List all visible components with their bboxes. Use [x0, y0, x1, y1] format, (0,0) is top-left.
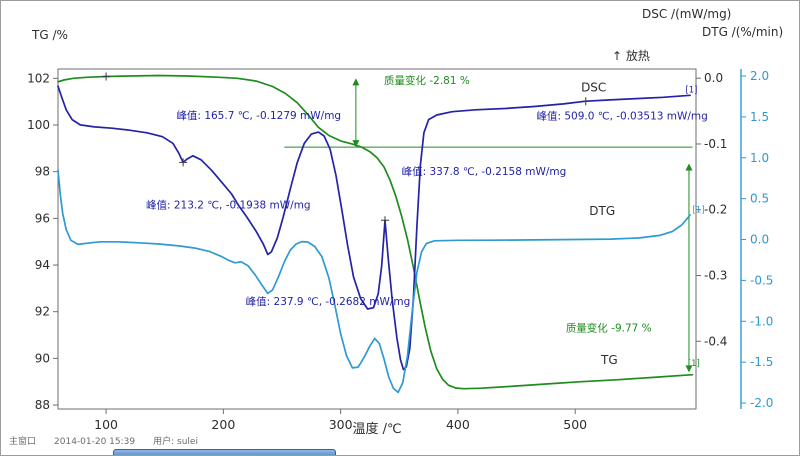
x-axis-tick-label: 200	[211, 417, 235, 432]
dsc-axis-tick-label: -0.1	[704, 137, 727, 151]
dtg-axis-tick-label: -2.0	[750, 396, 773, 410]
footer-window-label: 主窗口	[9, 437, 37, 447]
plot-frame	[57, 68, 697, 410]
arrowhead-down-icon	[685, 365, 693, 373]
dtg-axis-tick-label: 0.5	[750, 192, 769, 206]
curve-end-marker: [1]	[688, 359, 700, 369]
peak-marker	[102, 72, 111, 81]
curve-label-tg: TG	[600, 353, 618, 367]
status-bar: 主窗口 2014-01-20 15:39 用户: sulei	[9, 434, 216, 447]
dtg-axis-tick-label: 0.0	[750, 233, 769, 247]
arrowhead-up-icon	[685, 163, 693, 171]
annotation: 峰值: 213.2 ℃, -0.1938 mW/mg	[146, 198, 311, 211]
dsc-axis-title: DSC /(mW/mg)	[642, 7, 732, 21]
curve-label-dtg: DTG	[589, 204, 615, 218]
annotation: 峰值: 237.9 ℃, -0.2682 mW/mg	[246, 295, 411, 308]
peak-marker	[179, 158, 188, 167]
background-window-fragment[interactable]	[113, 449, 336, 455]
dtg-axis-tick-label: 2.0	[750, 69, 769, 83]
dtg-axis-tick-label: 1.5	[750, 110, 769, 124]
dtg-axis-tick-label: -0.5	[750, 273, 773, 287]
tg-axis-tick-label: 94	[35, 258, 50, 272]
curve-label-dsc: DSC	[581, 80, 606, 94]
tg-axis-tick-label: 96	[35, 211, 50, 225]
tg-axis-tick-label: 102	[27, 71, 50, 85]
x-axis-tick-label: 300	[329, 417, 353, 432]
x-axis-tick-label: 500	[563, 417, 587, 432]
peak-marker	[380, 216, 389, 225]
annotation: 质量变化 -2.81 %	[384, 74, 470, 87]
arrowhead-up-icon	[352, 78, 360, 86]
dtg-axis-tick-label: -1.5	[750, 355, 773, 369]
dsc-axis-tick-label: -0.3	[704, 268, 727, 282]
tg-axis-tick-label: 92	[35, 305, 50, 319]
annotation: 质量变化 -9.77 %	[566, 322, 652, 335]
dtg-axis-tick-label: -1.0	[750, 314, 773, 328]
tg-axis-tick-label: 100	[27, 118, 50, 132]
dsc-curve[interactable]	[57, 85, 691, 371]
tg-axis-tick-label: 90	[35, 351, 50, 365]
tg-axis-tick-label: 88	[35, 398, 50, 412]
dsc-axis-tick-label: -0.2	[704, 203, 727, 217]
dsc-axis-tick-label: -0.4	[704, 334, 727, 348]
tg-curve[interactable]	[57, 74, 694, 390]
x-axis-tick-label: 400	[446, 417, 470, 432]
exo-direction-label: ↑ 放热	[612, 49, 650, 63]
curve-end-marker: [1]	[685, 86, 697, 96]
dsc-axis-tick-label: 0.0	[704, 71, 723, 85]
annotation: 峰值: 165.7 ℃, -0.1279 mW/mg	[176, 109, 341, 122]
x-axis-title: 温度 /℃	[352, 422, 402, 437]
tg-axis-tick-label: 98	[35, 165, 50, 179]
footer-user: 用户: sulei	[153, 437, 198, 447]
curve-end-marker: [1]	[692, 206, 704, 216]
dtg-curve[interactable]	[57, 169, 691, 394]
footer-timestamp: 2014-01-20 15:39	[54, 437, 136, 447]
annotation: 峰值: 337.8 ℃, -0.2158 mW/mg	[402, 165, 567, 178]
arrowhead-down-icon	[352, 140, 360, 148]
dtg-axis-title: DTG /(%/min)	[702, 25, 784, 39]
x-axis-tick-label: 100	[94, 417, 118, 432]
peak-marker	[581, 97, 590, 106]
tg-axis-title: TG /%	[32, 28, 68, 42]
annotation: 峰值: 509.0 ℃, -0.03513 mW/mg	[537, 110, 708, 123]
dtg-axis-tick-label: 1.0	[750, 151, 769, 165]
